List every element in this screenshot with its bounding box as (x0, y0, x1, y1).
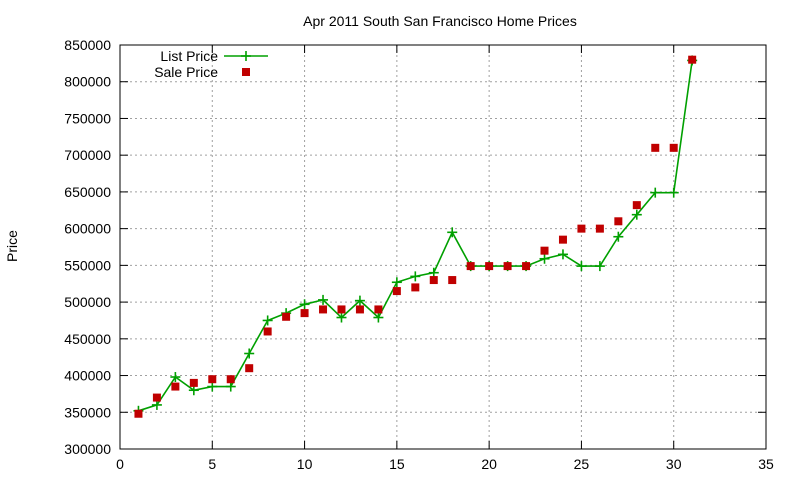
y-tick-label: 450000 (64, 331, 111, 347)
list-price-point (576, 261, 587, 272)
list-price-point (539, 253, 550, 264)
axis-ticks: 300000 350000 400000 450000 500000 550000 6000… (64, 37, 774, 472)
x-tick-label: 10 (297, 456, 313, 472)
sale-price-point (669, 143, 678, 152)
legend-square-symbol (242, 68, 250, 76)
sale-price-point (485, 262, 494, 271)
y-axis-label: Price (4, 230, 20, 262)
list-price-point (318, 294, 329, 305)
list-price-point (336, 312, 347, 323)
list-price-point (613, 231, 624, 242)
sale-price-point (355, 305, 364, 314)
sale-price-point (392, 287, 401, 296)
legend-label: Sale Price (154, 64, 218, 80)
legend-item: List Price (160, 48, 268, 64)
x-tick-label: 20 (481, 456, 497, 472)
list-price-point (151, 399, 162, 410)
sale-price-point (614, 217, 623, 226)
list-price-point (668, 187, 679, 198)
sale-price-point (688, 55, 697, 64)
x-tick-label: 15 (389, 456, 405, 472)
legend-plus-symbol (241, 51, 251, 61)
sale-price-point (189, 378, 198, 387)
sale-price-point (577, 224, 586, 233)
sale-price-point (134, 409, 143, 418)
chart-title: Apr 2011 South San Francisco Home Prices (303, 13, 577, 29)
sale-price-point (208, 375, 217, 384)
list-price-point (447, 227, 458, 238)
y-tick-label: 650000 (64, 184, 111, 200)
y-tick-label: 400000 (64, 368, 111, 384)
x-tick-label: 25 (574, 456, 590, 472)
list-price-point (262, 315, 273, 326)
y-tick-label: 300000 (64, 441, 111, 457)
sale-price-point (152, 393, 161, 402)
y-tick-label: 800000 (64, 74, 111, 90)
list-price-point (391, 277, 402, 288)
sale-price-point (503, 262, 512, 271)
plot-frame (119, 44, 767, 450)
x-tick-label: 0 (116, 456, 124, 472)
y-tick-label: 850000 (64, 37, 111, 53)
sale-price-point (522, 262, 531, 271)
x-tick-label: 30 (666, 456, 682, 472)
list-price-point (557, 249, 568, 260)
list-price-point (207, 381, 218, 392)
y-tick-label: 350000 (64, 404, 111, 420)
sale-price-point (337, 305, 346, 314)
list-price-point (373, 312, 384, 323)
sale-price-point (595, 224, 604, 233)
list-price-point (631, 209, 642, 220)
list-price-point (354, 295, 365, 306)
list-price-point (244, 348, 255, 359)
sale-price-point (448, 276, 457, 285)
legend-label: List Price (160, 48, 218, 64)
y-tick-label: 700000 (64, 147, 111, 163)
sale-price-point (632, 201, 641, 210)
y-tick-label: 500000 (64, 294, 111, 310)
list-price-point (225, 381, 236, 392)
y-tick-label: 600000 (64, 221, 111, 237)
sale-price-point (651, 143, 660, 152)
series-layer (133, 55, 698, 418)
list-price-point (410, 271, 421, 282)
list-price-point (170, 372, 181, 383)
list-price-point (188, 385, 199, 396)
sale-price-point (558, 235, 567, 244)
sale-price-point (466, 262, 475, 271)
list-price-point (650, 187, 661, 198)
sale-price-point (300, 309, 309, 318)
sale-price-point (374, 305, 383, 314)
x-tick-label: 5 (208, 456, 216, 472)
sale-price-series (134, 55, 697, 418)
y-tick-label: 750000 (64, 110, 111, 126)
list-price-point (428, 267, 439, 278)
sale-price-point (226, 375, 235, 384)
grid-lines (120, 45, 766, 449)
sale-price-point (263, 327, 272, 336)
list-price-point (299, 299, 310, 310)
sale-price-point (245, 364, 254, 373)
legend-item: Sale Price (154, 64, 250, 80)
sale-price-point (282, 312, 291, 321)
sale-price-point (411, 283, 420, 292)
sale-price-point (540, 246, 549, 255)
sale-price-point (429, 276, 438, 285)
y-tick-label: 550000 (64, 257, 111, 273)
sale-price-point (171, 382, 180, 391)
list-price-point (594, 261, 605, 272)
sale-price-point (319, 305, 328, 314)
x-tick-label: 35 (758, 456, 774, 472)
